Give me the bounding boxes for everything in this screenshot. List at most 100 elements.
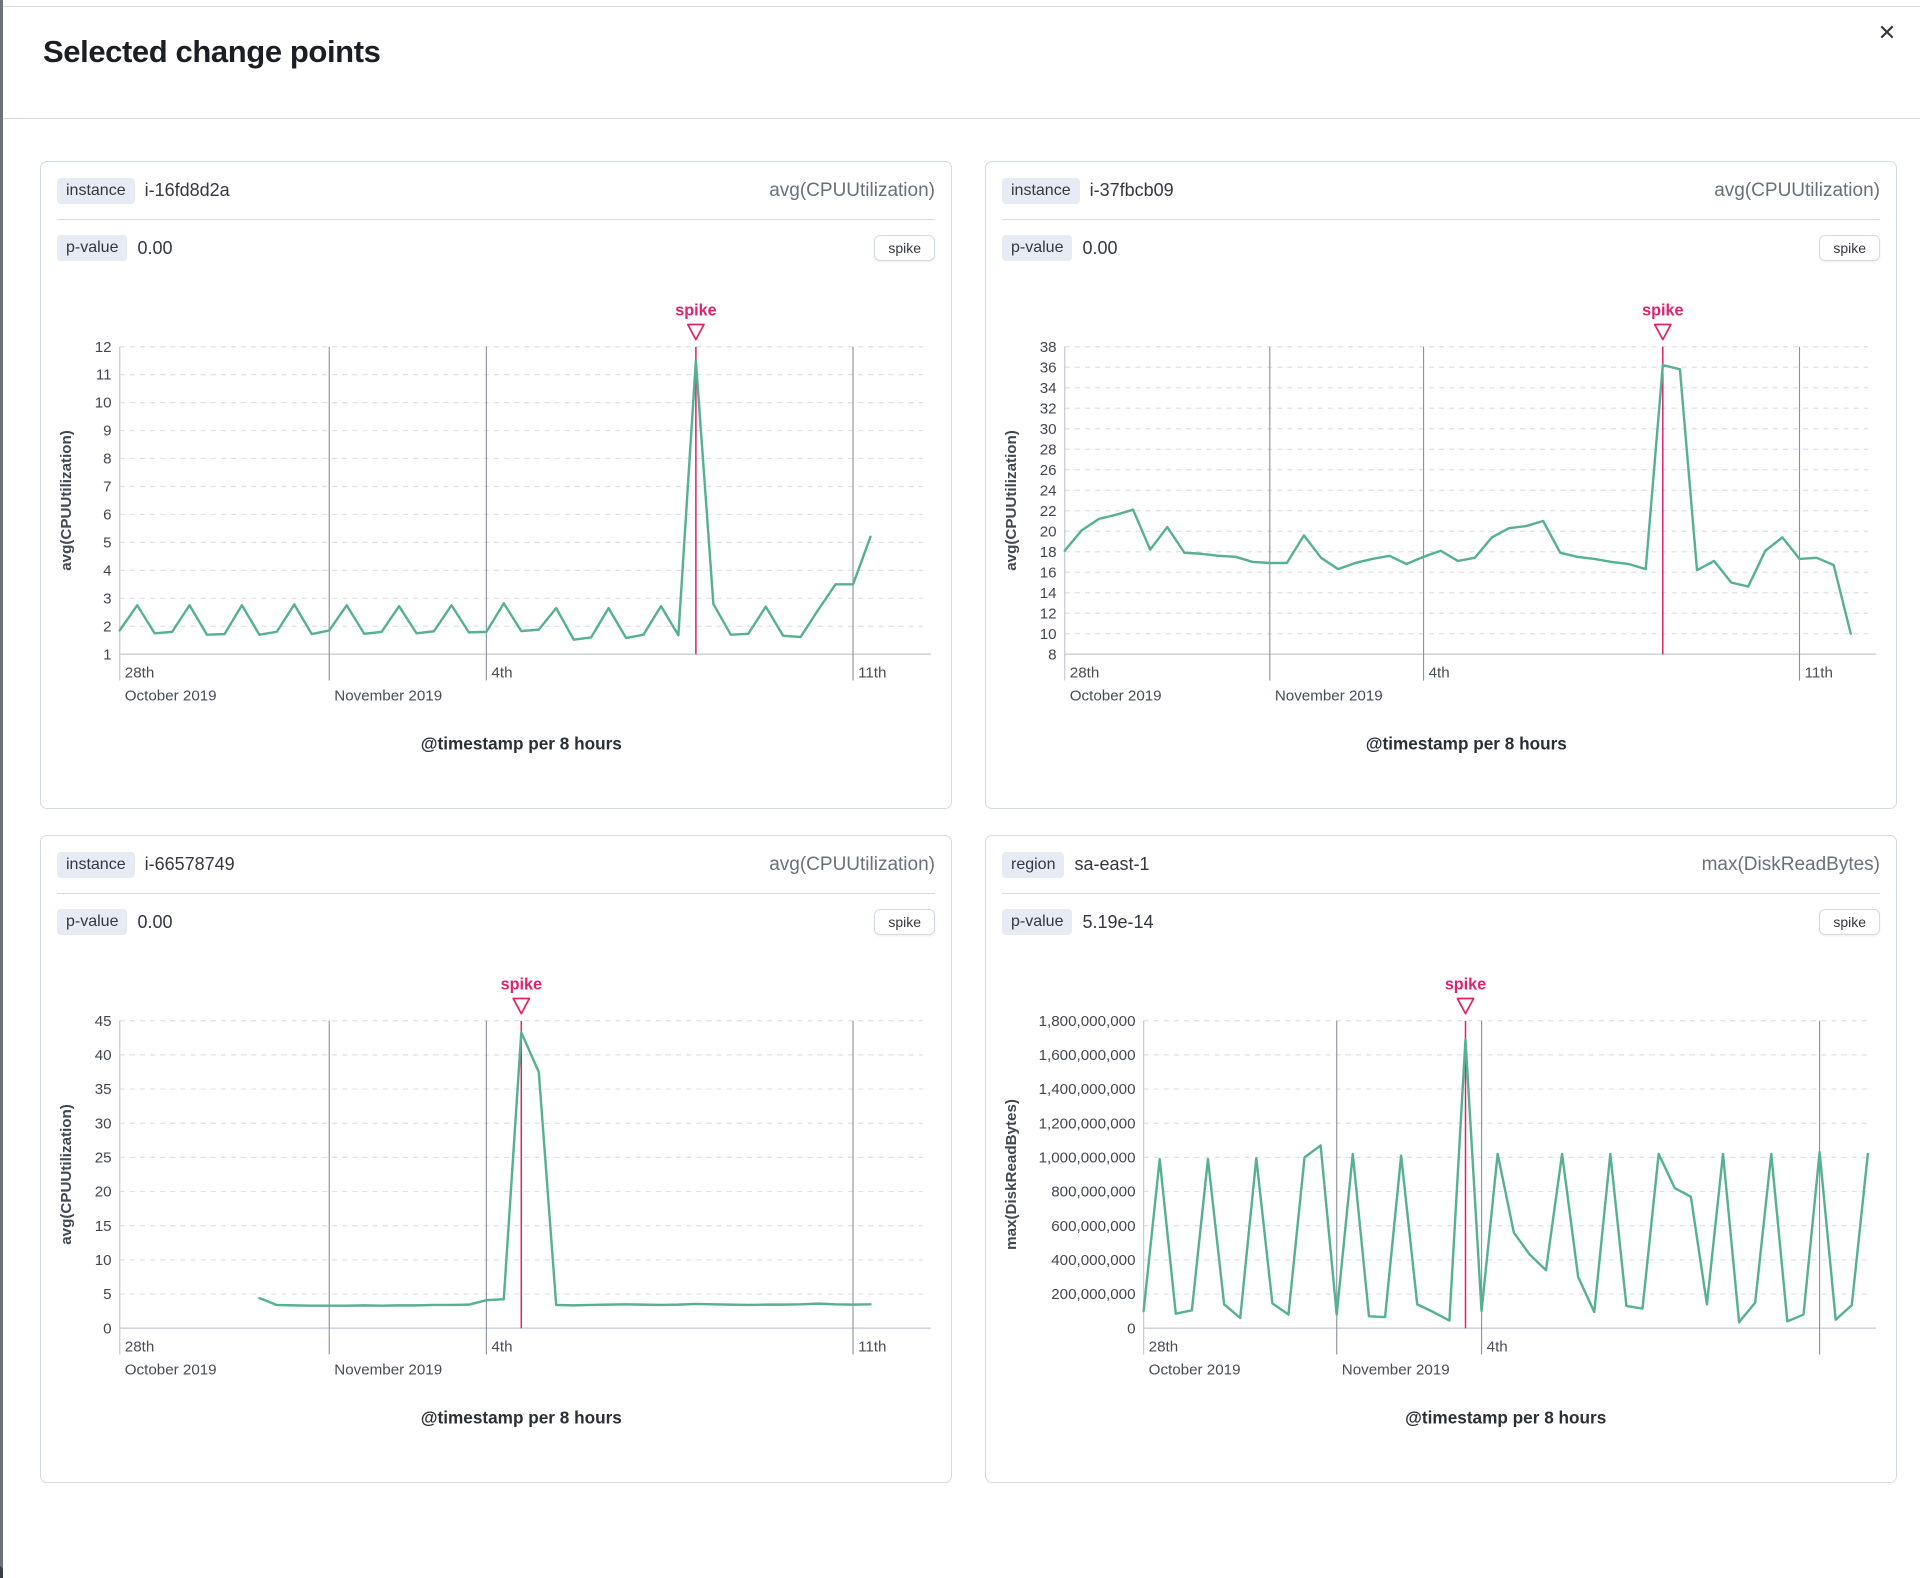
svg-text:10: 10 bbox=[95, 1252, 112, 1269]
svg-text:8: 8 bbox=[1048, 646, 1056, 663]
change-point-chart: 1 2 3 4 5 6 7 8 9 10 11 12 28th October 2019 November … bbox=[57, 284, 935, 757]
svg-text:28th: 28th bbox=[1070, 664, 1100, 681]
svg-text:November 2019: November 2019 bbox=[334, 688, 442, 705]
close-icon[interactable]: ✕ bbox=[1870, 16, 1904, 50]
group-field-value: i-16fd8d2a bbox=[144, 180, 230, 200]
svg-text:11th: 11th bbox=[1805, 664, 1833, 681]
change-point-chart: 0 5 10 15 20 25 30 35 40 45 28th October 2019 Novemb… bbox=[57, 958, 935, 1431]
svg-text:10: 10 bbox=[95, 395, 112, 412]
svg-text:14: 14 bbox=[1040, 585, 1057, 602]
top-hairline-divider bbox=[3, 6, 1920, 7]
svg-text:34: 34 bbox=[1040, 380, 1057, 397]
y-axis-title: avg(CPUUtilization) bbox=[1003, 430, 1020, 571]
panel-subheader: p-value 0.00 spike bbox=[1002, 220, 1880, 276]
spike-type-button[interactable]: spike bbox=[1819, 909, 1880, 935]
group-field-value: i-37fbcb09 bbox=[1089, 180, 1174, 200]
group-field-value: i-66578749 bbox=[144, 854, 235, 874]
svg-text:200,000,000: 200,000,000 bbox=[1051, 1286, 1135, 1303]
x-axis-title: @timestamp per 8 hours bbox=[421, 1407, 622, 1427]
svg-text:25: 25 bbox=[95, 1149, 112, 1166]
change-points-modal: Selected change points ✕ instance i-16fd… bbox=[3, 0, 1920, 1578]
svg-text:November 2019: November 2019 bbox=[1342, 1362, 1450, 1379]
chart-canvas: 8 10 12 14 16 18 20 22 24 26 28 30 32 34 36 38 28th Octob… bbox=[1003, 301, 1876, 753]
change-point-panel: instance i-37fbcb09 avg(CPUUtilization) … bbox=[985, 161, 1897, 809]
x-axis-title: @timestamp per 8 hours bbox=[421, 733, 622, 753]
spike-type-button[interactable]: spike bbox=[1819, 235, 1880, 261]
metric-label: max(DiskReadBytes) bbox=[1701, 853, 1880, 875]
panel-header: instance i-66578749 avg(CPUUtilization) bbox=[57, 836, 935, 894]
svg-text:October 2019: October 2019 bbox=[1070, 688, 1162, 705]
group-field-badge: instance bbox=[1002, 177, 1080, 204]
svg-text:2: 2 bbox=[103, 618, 111, 635]
svg-text:800,000,000: 800,000,000 bbox=[1051, 1184, 1135, 1201]
panel-subheader: p-value 0.00 spike bbox=[57, 220, 935, 276]
spike-annotation-label: spike bbox=[675, 301, 716, 319]
svg-text:3: 3 bbox=[103, 590, 111, 607]
series-line bbox=[1142, 1038, 1870, 1324]
metric-label: avg(CPUUtilization) bbox=[769, 179, 935, 201]
p-value: 0.00 bbox=[1082, 237, 1118, 258]
svg-text:1,400,000,000: 1,400,000,000 bbox=[1039, 1081, 1136, 1098]
svg-text:22: 22 bbox=[1040, 503, 1057, 520]
svg-text:4th: 4th bbox=[1429, 664, 1450, 681]
metric-label: avg(CPUUtilization) bbox=[769, 853, 935, 875]
svg-text:12: 12 bbox=[1040, 605, 1057, 622]
group-field-value: sa-east-1 bbox=[1074, 854, 1150, 874]
svg-text:18: 18 bbox=[1040, 544, 1057, 561]
svg-text:1,000,000,000: 1,000,000,000 bbox=[1039, 1149, 1136, 1166]
panel-header: instance i-37fbcb09 avg(CPUUtilization) bbox=[1002, 162, 1880, 220]
svg-text:20: 20 bbox=[1040, 523, 1057, 540]
x-axis-title: @timestamp per 8 hours bbox=[1366, 733, 1567, 753]
spike-annotation-label: spike bbox=[1445, 975, 1486, 993]
svg-text:28th: 28th bbox=[1149, 1338, 1179, 1355]
svg-text:4th: 4th bbox=[491, 664, 512, 681]
panel-subheader: p-value 5.19e-14 spike bbox=[1002, 894, 1880, 950]
change-point-grid: instance i-16fd8d2a avg(CPUUtilization) … bbox=[40, 161, 1897, 1483]
svg-text:November 2019: November 2019 bbox=[1275, 688, 1383, 705]
svg-text:1,600,000,000: 1,600,000,000 bbox=[1039, 1047, 1136, 1064]
spike-type-button[interactable]: spike bbox=[874, 909, 935, 935]
svg-text:32: 32 bbox=[1040, 400, 1057, 417]
group-field-badge: instance bbox=[57, 177, 135, 204]
svg-text:28th: 28th bbox=[125, 1338, 155, 1355]
svg-text:11th: 11th bbox=[858, 664, 886, 681]
svg-text:0: 0 bbox=[1127, 1320, 1135, 1337]
p-value: 0.00 bbox=[137, 237, 173, 258]
series-line bbox=[118, 359, 872, 641]
svg-text:20: 20 bbox=[95, 1184, 112, 1201]
svg-text:0: 0 bbox=[103, 1320, 111, 1337]
svg-text:9: 9 bbox=[103, 423, 111, 440]
page-edge-artifact bbox=[0, 0, 3, 1578]
p-value-badge: p-value bbox=[57, 235, 128, 261]
svg-text:30: 30 bbox=[1040, 421, 1057, 438]
svg-text:October 2019: October 2019 bbox=[1149, 1362, 1241, 1379]
svg-text:24: 24 bbox=[1040, 482, 1057, 499]
svg-text:400,000,000: 400,000,000 bbox=[1051, 1252, 1135, 1269]
svg-text:15: 15 bbox=[95, 1218, 112, 1235]
p-value-badge: p-value bbox=[1002, 909, 1073, 935]
change-point-panel: region sa-east-1 max(DiskReadBytes) p-va… bbox=[985, 835, 1897, 1483]
svg-text:40: 40 bbox=[95, 1047, 112, 1064]
svg-text:28: 28 bbox=[1040, 441, 1057, 458]
svg-text:38: 38 bbox=[1040, 339, 1057, 356]
series-line bbox=[1063, 363, 1852, 635]
group-field-badge: region bbox=[1002, 851, 1065, 878]
svg-text:8: 8 bbox=[103, 451, 111, 468]
svg-text:5: 5 bbox=[103, 1286, 111, 1303]
svg-text:26: 26 bbox=[1040, 462, 1057, 479]
spike-marker-icon bbox=[1653, 323, 1672, 341]
svg-text:11: 11 bbox=[96, 367, 112, 384]
change-point-panel: instance i-16fd8d2a avg(CPUUtilization) … bbox=[40, 161, 952, 809]
svg-text:600,000,000: 600,000,000 bbox=[1051, 1218, 1135, 1235]
chart-canvas: 0 200,000,000 400,000,000 600,000,000 800,00… bbox=[1003, 975, 1876, 1427]
spike-marker-icon bbox=[1456, 997, 1475, 1015]
svg-text:7: 7 bbox=[103, 479, 111, 496]
modal-header: Selected change points ✕ bbox=[3, 0, 1920, 119]
y-axis-title: avg(CPUUtilization) bbox=[58, 430, 75, 571]
svg-text:45: 45 bbox=[95, 1013, 112, 1030]
spike-type-button[interactable]: spike bbox=[874, 235, 935, 261]
panel-header: region sa-east-1 max(DiskReadBytes) bbox=[1002, 836, 1880, 894]
change-point-panel: instance i-66578749 avg(CPUUtilization) … bbox=[40, 835, 952, 1483]
y-axis-title: avg(CPUUtilization) bbox=[58, 1104, 75, 1245]
